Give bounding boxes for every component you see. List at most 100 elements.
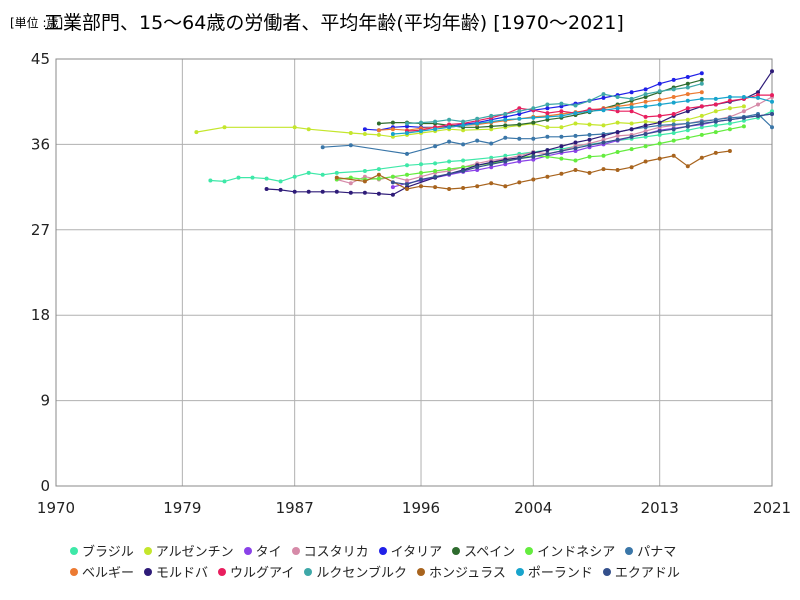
data-point [433,144,438,149]
data-point [615,133,620,138]
data-point [699,90,704,95]
series-layer [194,69,774,197]
data-point [770,93,774,98]
data-point [629,105,634,110]
data-point [671,87,676,92]
data-point [727,149,732,153]
data-point [447,167,452,172]
data-point [517,159,522,164]
data-point [489,127,494,132]
data-point [517,156,522,161]
data-point [727,106,732,111]
data-point [657,120,662,125]
data-point [489,141,494,146]
data-point [461,119,466,124]
data-point [348,190,353,195]
series-line [392,113,773,185]
data-point [671,112,676,116]
data-point [770,125,774,130]
data-point [194,130,199,135]
data-point [685,98,690,103]
legend-marker [625,546,634,555]
data-point [517,116,522,121]
data-point [531,106,536,111]
data-point [405,124,409,129]
data-point [685,81,690,86]
legend-marker [218,567,227,576]
data-point [643,134,648,139]
series-line [392,96,773,135]
data-point [699,96,704,101]
data-point [615,95,620,99]
data-point [643,114,648,119]
data-point [699,132,704,137]
data-point [685,85,690,90]
data-point [615,137,620,142]
data-point [433,119,438,124]
legend-item: コスタリカ [291,541,369,560]
data-point [334,170,339,175]
data-point [348,181,353,186]
data-point [643,92,648,97]
data-point [559,125,564,130]
legend-label: アルゼンチン [155,545,234,560]
data-point [671,153,676,158]
data-point [531,136,536,141]
data-point [433,127,438,132]
data-point [362,190,367,195]
data-point [601,140,606,145]
data-point [376,132,381,137]
data-point [756,95,760,100]
data-point [461,158,466,163]
data-point [475,184,480,189]
data-point [503,162,508,167]
data-point [531,150,536,155]
data-point [657,89,662,94]
series-line [266,70,773,196]
data-point [559,134,564,139]
data-point [419,120,423,125]
data-point [559,109,564,114]
data-point [475,121,480,126]
data-point [615,120,620,125]
data-point [713,109,718,114]
data-point [643,132,648,136]
data-point [657,156,662,161]
data-point [643,104,648,109]
data-point [629,147,634,152]
data-point [545,106,550,111]
data-point [615,130,620,135]
data-point [615,150,620,154]
data-point [306,127,311,132]
data-point [461,165,466,170]
data-point [699,155,704,160]
data-point [447,122,452,127]
legend-label: ポーランド [527,566,593,581]
data-point [447,187,452,191]
data-point [531,157,536,162]
data-point [713,150,718,155]
data-point [405,163,409,168]
data-point [601,95,606,100]
data-point [503,184,508,189]
data-point [671,118,676,123]
data-point [531,115,536,120]
data-point [657,141,662,146]
data-point [756,90,760,95]
data-point [376,167,381,172]
data-point [573,103,578,108]
data-point [671,127,676,132]
data-point [390,192,395,197]
series-line [196,105,744,138]
data-point [376,121,381,126]
data-point [433,185,438,190]
tick-labels: 0 9 18 27 36 45 1970 1979 1987 1996 2004 2013 2021 [31,50,791,517]
data-point [713,123,718,128]
data-point [517,109,522,114]
data-point [461,123,466,128]
data-point [770,99,774,104]
data-point [699,125,704,130]
data-point [447,171,452,176]
data-point [475,168,480,172]
data-point [573,149,578,153]
